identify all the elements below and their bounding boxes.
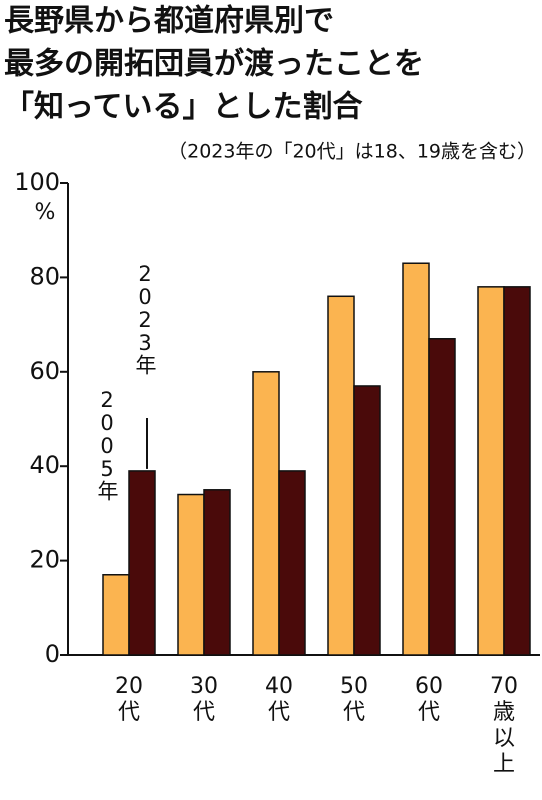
y-tick-label: 0 — [45, 640, 60, 668]
x-tick-label: 30代 — [190, 674, 218, 725]
bar — [503, 286, 531, 656]
subtitle: （2023年の「20代」は18、19歳を含む） — [168, 141, 536, 163]
x-tick-label: 70歳以上 — [490, 674, 518, 777]
bar — [278, 470, 306, 656]
y-tick-label: 80 — [29, 262, 60, 290]
title-line: 最多の開拓団員が渡ったことを — [4, 47, 424, 82]
bar — [327, 295, 355, 656]
bar — [428, 338, 456, 656]
bar — [177, 493, 205, 656]
bar — [402, 262, 430, 656]
y-tick-label: 20 — [29, 546, 60, 574]
bar — [203, 489, 231, 656]
x-tick-label: 40代 — [265, 674, 293, 725]
title-line: 長野県から都道府県別で — [4, 4, 334, 39]
bar — [128, 470, 156, 656]
bar — [102, 574, 130, 656]
bar — [477, 286, 505, 656]
bar — [353, 385, 381, 656]
legend-label: 2023年 — [133, 262, 157, 374]
y-tick-label: 40 — [29, 451, 60, 479]
legend-label: 2005年 — [95, 388, 119, 500]
y-unit: % — [35, 200, 56, 225]
x-tick-label: 60代 — [415, 674, 443, 725]
bar — [252, 371, 280, 656]
title-line: 「知っている」とした割合 — [4, 90, 363, 125]
y-tick-label: 100 — [14, 168, 60, 196]
y-tick-label: 60 — [29, 357, 60, 385]
x-tick-label: 50代 — [340, 674, 368, 725]
x-tick-label: 20代 — [115, 674, 143, 725]
